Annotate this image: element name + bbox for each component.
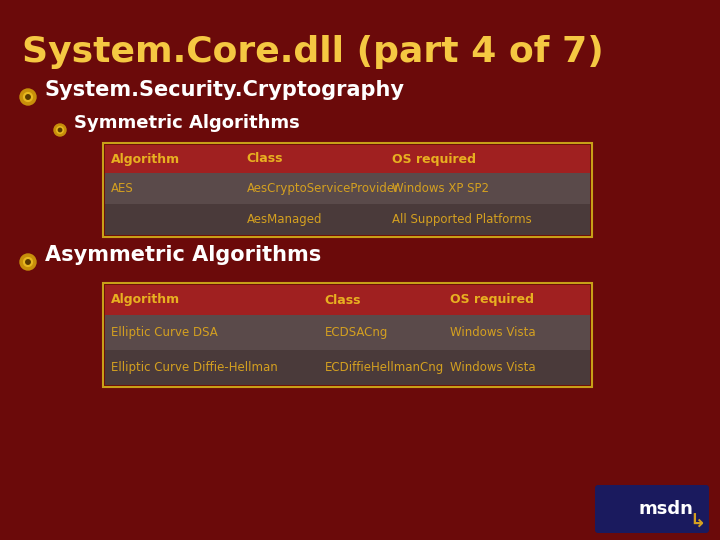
Text: Class: Class [247, 152, 283, 165]
Text: AesCryptoServiceProvider: AesCryptoServiceProvider [247, 182, 400, 195]
Text: ↳: ↳ [689, 512, 705, 531]
FancyBboxPatch shape [105, 315, 590, 350]
Text: ECDiffieHellmanCng: ECDiffieHellmanCng [325, 361, 444, 374]
Text: Class: Class [325, 294, 361, 307]
Text: All Supported Platforms: All Supported Platforms [392, 213, 532, 226]
Text: Asymmetric Algorithms: Asymmetric Algorithms [45, 245, 321, 265]
Circle shape [20, 254, 36, 270]
Circle shape [24, 92, 32, 102]
Text: Windows Vista: Windows Vista [451, 361, 536, 374]
Text: Windows XP SP2: Windows XP SP2 [392, 182, 490, 195]
Text: Windows Vista: Windows Vista [451, 326, 536, 339]
Circle shape [26, 260, 30, 264]
Text: Symmetric Algorithms: Symmetric Algorithms [74, 114, 300, 132]
FancyBboxPatch shape [105, 204, 590, 235]
Text: Algorithm: Algorithm [111, 294, 180, 307]
FancyBboxPatch shape [105, 145, 590, 173]
Text: Elliptic Curve DSA: Elliptic Curve DSA [111, 326, 217, 339]
Text: System.Core.dll (part 4 of 7): System.Core.dll (part 4 of 7) [22, 35, 604, 69]
Circle shape [26, 94, 30, 99]
Circle shape [54, 124, 66, 136]
Circle shape [20, 89, 36, 105]
FancyBboxPatch shape [105, 350, 590, 385]
Circle shape [57, 127, 63, 133]
Text: OS required: OS required [451, 294, 534, 307]
Text: Elliptic Curve Diffie-Hellman: Elliptic Curve Diffie-Hellman [111, 361, 278, 374]
FancyBboxPatch shape [105, 285, 590, 315]
Text: msdn: msdn [638, 500, 693, 518]
FancyBboxPatch shape [105, 173, 590, 204]
Text: OS required: OS required [392, 152, 477, 165]
FancyBboxPatch shape [595, 485, 709, 533]
Text: AES: AES [111, 182, 134, 195]
Text: AesManaged: AesManaged [247, 213, 323, 226]
Text: Algorithm: Algorithm [111, 152, 180, 165]
Circle shape [58, 129, 62, 132]
Circle shape [24, 258, 32, 266]
Text: ECDSACng: ECDSACng [325, 326, 388, 339]
Text: System.Security.Cryptography: System.Security.Cryptography [45, 80, 405, 100]
